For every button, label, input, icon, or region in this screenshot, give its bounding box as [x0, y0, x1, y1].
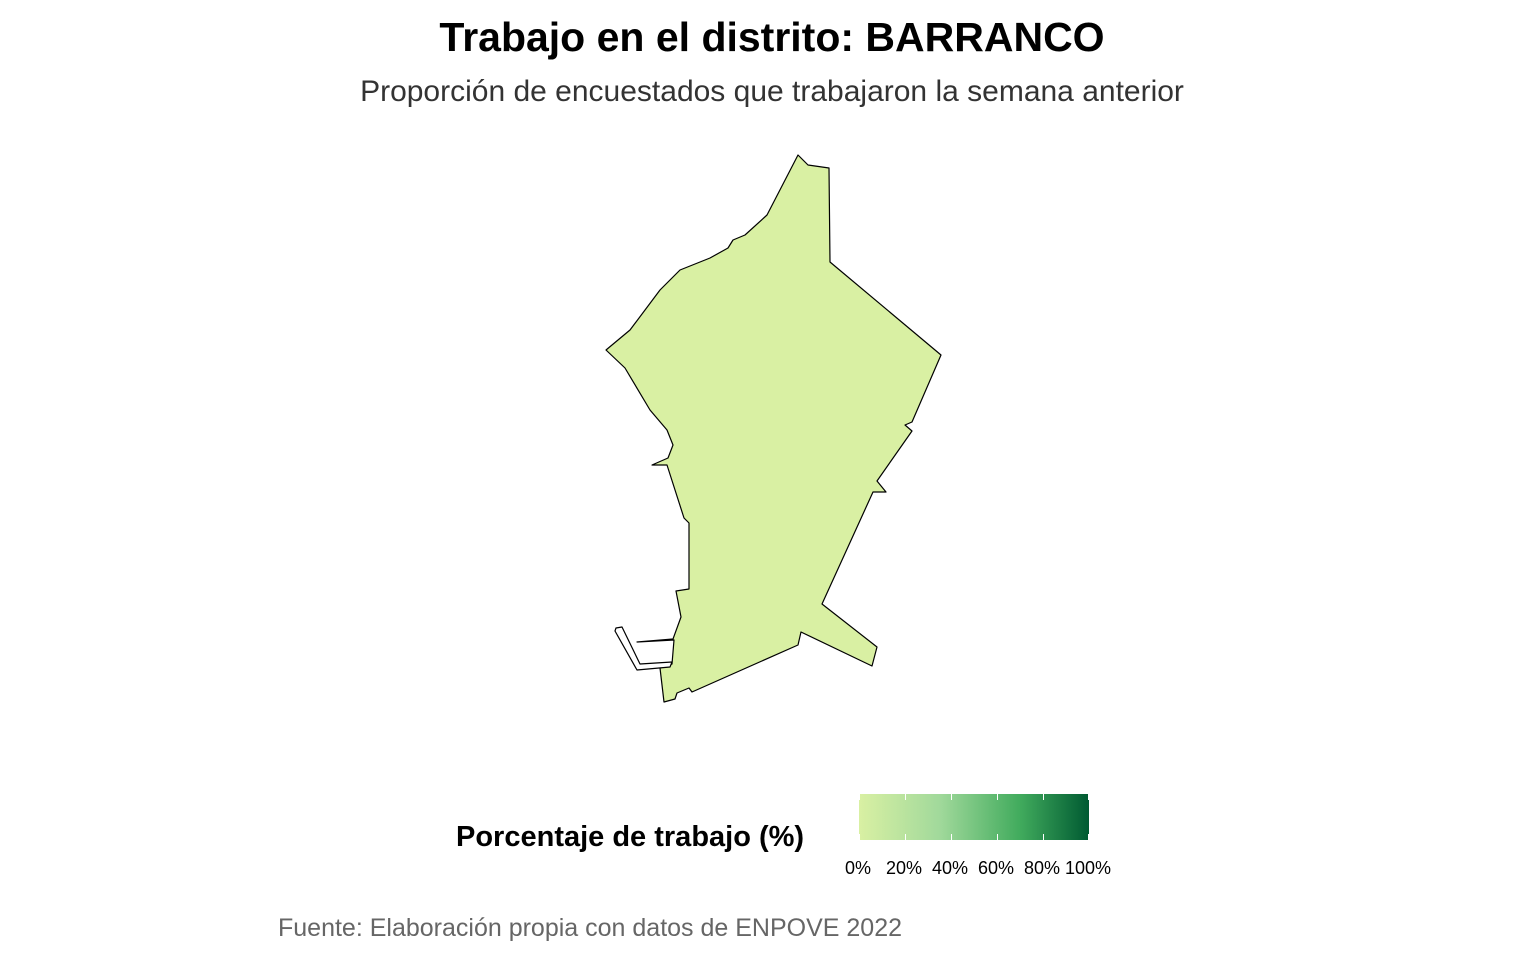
legend-tick: [997, 794, 998, 800]
legend-label-20: 20%: [885, 858, 923, 878]
legend-tick: [905, 794, 906, 800]
legend-label-0: 0%: [844, 858, 872, 878]
legend-tick: [951, 794, 952, 800]
map-caption: Fuente: Elaboración propia con datos de …: [278, 914, 903, 942]
legend-label-40: 40%: [931, 858, 969, 878]
district-inner-boundary: [614, 626, 673, 671]
legend-tick: [859, 794, 860, 800]
legend-tick: [1088, 834, 1089, 840]
legend-colorbar: [859, 794, 1089, 840]
legend-label-80: 80%: [1023, 858, 1061, 878]
legend-tick: [951, 834, 952, 840]
legend-title: Porcentaje de trabajo (%): [456, 821, 805, 853]
legend-tick: [905, 834, 906, 840]
map-subtitle: Proporción de encuestados que trabajaron…: [360, 75, 1184, 108]
legend-label-60: 60%: [977, 858, 1015, 878]
map-title: Trabajo en el distrito: BARRANCO: [439, 14, 1105, 60]
legend-tick: [1043, 794, 1044, 800]
legend-tick: [997, 834, 998, 840]
legend-label-100: 100%: [1064, 858, 1112, 878]
legend-tick: [1088, 794, 1089, 800]
legend-tick: [1043, 834, 1044, 840]
district-polygon-barranco[interactable]: [605, 154, 942, 703]
legend-tick: [859, 834, 860, 840]
